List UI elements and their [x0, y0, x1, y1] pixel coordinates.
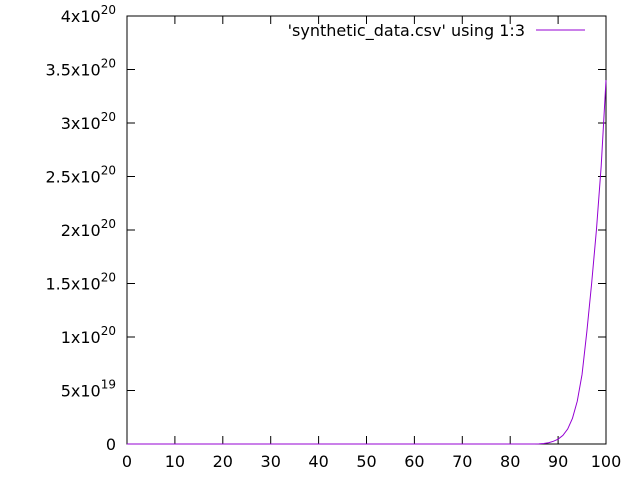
x-tick-label: 80 — [500, 452, 520, 471]
legend-label: 'synthetic_data.csv' using 1:3 — [288, 21, 525, 41]
x-tick-label: 20 — [213, 452, 233, 471]
x-tick-label: 100 — [591, 452, 622, 471]
y-tick-exponent: 20 — [101, 57, 116, 71]
y-tick-exponent: 20 — [101, 217, 116, 231]
x-tick-label: 10 — [165, 452, 185, 471]
series-layer — [127, 80, 607, 445]
x-tick-label: 70 — [452, 452, 472, 471]
y-tick-mantissa: 0 — [106, 435, 116, 454]
y-tick-exponent: 20 — [101, 164, 116, 178]
x-tick-label: 60 — [404, 452, 424, 471]
y-tick-label: 1.5x1020 — [45, 271, 116, 294]
y-tick-label: 1x1020 — [61, 324, 116, 347]
y-tick-mantissa: 3.5x10 — [45, 61, 100, 80]
y-tick-label: 3x1020 — [61, 110, 116, 133]
y-tick-exponent: 20 — [101, 3, 116, 17]
y-tick-exponent: 20 — [101, 110, 116, 124]
plot-border — [126, 15, 607, 445]
x-tick-label: 30 — [261, 452, 281, 471]
y-tick-mantissa: 2.5x10 — [45, 168, 100, 187]
y-tick-label: 5x1019 — [61, 378, 116, 401]
y-tick-exponent: 20 — [101, 271, 116, 285]
x-tick-label: 0 — [122, 452, 132, 471]
y-tick-mantissa: 1x10 — [61, 328, 101, 347]
x-tick-label: 50 — [356, 452, 376, 471]
series-line-0 — [127, 80, 607, 445]
y-tick-label: 2x1020 — [61, 217, 116, 240]
y-tick-mantissa: 2x10 — [61, 221, 101, 240]
y-tick-label: 0 — [106, 435, 116, 454]
y-tick-exponent: 20 — [101, 324, 116, 338]
y-tick-mantissa: 4x10 — [61, 7, 101, 26]
x-tick-label: 90 — [548, 452, 568, 471]
y-tick-exponent: 19 — [101, 378, 116, 392]
axes: 0 10 20 30 40 50 60 70 80 90 10005x10191x10201.5x1… — [45, 3, 621, 471]
y-tick-mantissa: 1.5x10 — [45, 275, 100, 294]
x-tick-label: 40 — [308, 452, 328, 471]
legend: 'synthetic_data.csv' using 1:3 — [288, 21, 585, 41]
y-tick-mantissa: 3x10 — [61, 114, 101, 133]
y-tick-mantissa: 5x10 — [61, 382, 101, 401]
y-tick-label: 4x1020 — [61, 3, 116, 26]
y-tick-label: 2.5x1020 — [45, 164, 116, 187]
y-tick-label: 3.5x1020 — [45, 57, 116, 80]
